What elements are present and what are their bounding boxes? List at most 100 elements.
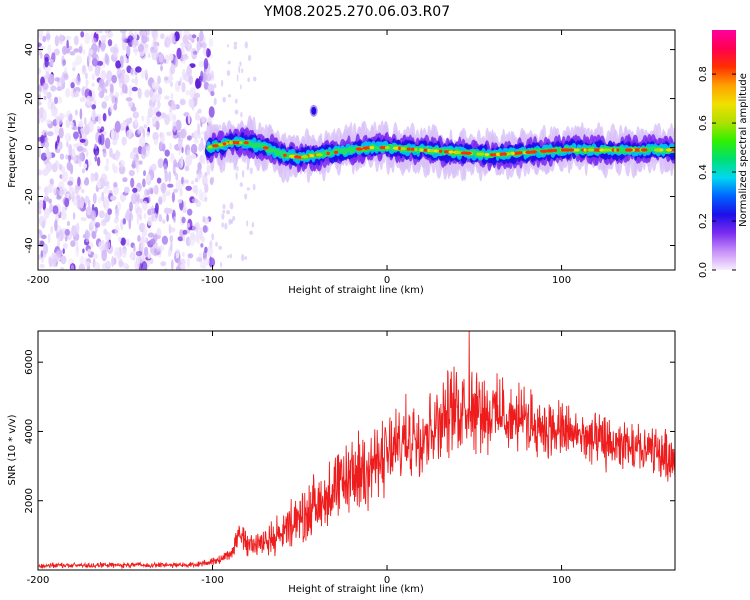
noise-speck: [151, 30, 158, 38]
noise-speck: [48, 257, 53, 268]
noise-speck: [47, 131, 54, 137]
noise-speck: [113, 181, 118, 188]
noise-speck: [72, 61, 79, 67]
noise-speck: [182, 55, 189, 60]
ridge-peak: [398, 146, 401, 150]
noise-speck: [82, 248, 85, 254]
noise-speck: [157, 75, 161, 85]
noise-speck: [103, 95, 110, 102]
noise-speck: [249, 167, 253, 175]
noise-speck: [54, 77, 60, 82]
noise-speck: [124, 186, 130, 193]
noise-speck: [204, 196, 208, 202]
isolated-blob: [311, 106, 317, 115]
noise-speck: [80, 129, 84, 135]
colorbar-tick-label: 0.8: [698, 66, 709, 82]
noise-speck: [79, 256, 85, 265]
noise-speck: [165, 189, 171, 196]
noise-speck: [68, 143, 73, 156]
y-tick-label: 0: [24, 144, 35, 150]
noise-speck: [128, 218, 132, 230]
noise-speck: [38, 93, 41, 102]
noise-speck: [166, 131, 173, 137]
noise-speck: [65, 88, 71, 98]
noise-speck: [106, 32, 110, 38]
noise-speck: [40, 256, 45, 263]
noise-speck: [206, 168, 209, 175]
ridge-peak: [212, 144, 219, 148]
noise-speck: [97, 43, 100, 53]
noise-speck: [91, 73, 96, 81]
noise-speck: [146, 115, 150, 126]
noise-speck: [98, 241, 102, 250]
ridge-peak: [355, 147, 364, 151]
noise-speck: [75, 222, 80, 235]
noise-speck: [235, 172, 238, 180]
noise-speck: [222, 210, 226, 214]
noise-speck: [103, 228, 108, 235]
noise-speck: [130, 177, 135, 188]
noise-speck: [208, 37, 214, 48]
noise-speck: [252, 183, 256, 191]
noise-speck: [169, 142, 172, 150]
colorbar: 0.0 0.2 0.4 0.6 0.8 Normalized spectral ampl…: [698, 30, 749, 278]
noise-speck: [89, 96, 95, 102]
noise-speck: [123, 73, 130, 84]
noise-speck: [211, 233, 215, 241]
noise-speck: [136, 206, 143, 217]
noise-speck: [118, 159, 126, 168]
noise-speck: [160, 261, 167, 267]
noise-speck: [202, 71, 207, 84]
noise-speck: [128, 84, 133, 97]
ridge-peak: [587, 148, 595, 152]
noise-speck: [51, 163, 58, 173]
noise-speck: [156, 177, 162, 184]
ridge-peak: [243, 141, 249, 145]
noise-speck: [120, 218, 124, 231]
noise-speck: [115, 60, 122, 69]
noise-speck: [185, 42, 191, 48]
noise-speck: [58, 127, 64, 139]
colorbar-label: Normalized spectral amplitude: [738, 73, 749, 227]
noise-speck: [146, 30, 150, 37]
noise-speck: [114, 120, 121, 133]
noise-speck: [238, 66, 241, 74]
noise-speck: [43, 95, 47, 101]
ridge-peak: [309, 154, 315, 158]
noise-speck: [234, 109, 239, 115]
ridge-peak: [501, 152, 507, 156]
noise-speck: [146, 131, 150, 138]
ridge-peak: [495, 152, 501, 156]
noise-speck: [189, 234, 195, 247]
noise-speck: [193, 92, 201, 99]
noise-speck: [177, 138, 183, 150]
snr-panel: -200 -100 0 100 2000 4000 6000 Height of strai…: [7, 330, 676, 595]
x-tick-label: 100: [552, 275, 571, 286]
noise-speck: [197, 162, 202, 171]
noise-speck: [110, 46, 117, 54]
noise-speck: [181, 252, 185, 257]
ridge-peak: [406, 147, 411, 151]
noise-speck: [75, 245, 79, 252]
noise-speck: [186, 65, 192, 78]
noise-speck: [155, 120, 160, 131]
noise-speck: [104, 137, 111, 149]
ridge-peak: [448, 150, 454, 154]
noise-speck: [236, 74, 239, 82]
noise-speck: [85, 150, 89, 157]
noise-speck: [135, 250, 143, 257]
noise-speck: [102, 149, 107, 158]
noise-speck: [96, 60, 104, 67]
noise-speck: [79, 96, 86, 103]
noise-speck: [170, 153, 175, 159]
noise-speck: [138, 160, 143, 165]
noise-speck: [100, 34, 107, 41]
noise-speck: [60, 255, 67, 265]
noise-speck: [54, 96, 58, 105]
noise-speck: [160, 33, 165, 40]
noise-speck: [89, 49, 94, 55]
colorbar-ticks: 0.0 0.2 0.4 0.6 0.8: [698, 66, 736, 278]
noise-speck: [104, 164, 109, 172]
noise-speck: [40, 234, 47, 240]
